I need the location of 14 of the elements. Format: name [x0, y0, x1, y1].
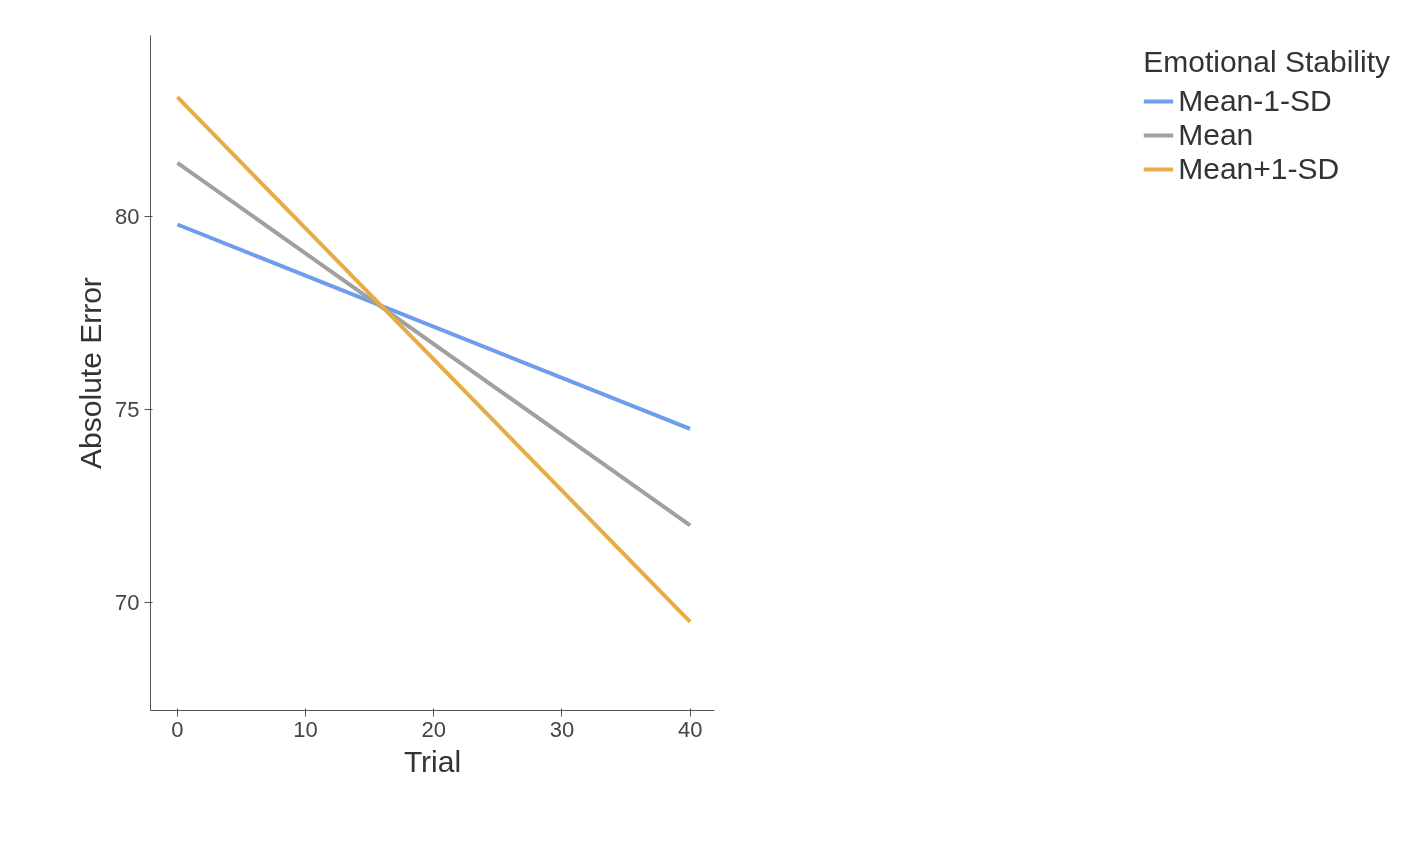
y-tick-label: 70 [115, 590, 140, 615]
legend-label: Mean-1-SD [1178, 84, 1332, 118]
x-tick-label: 0 [171, 716, 184, 742]
x-tick-label: 40 [677, 716, 703, 742]
x-tick-label: 20 [421, 716, 447, 742]
legend-title: Emotional Stability [1143, 45, 1390, 79]
legend-label: Mean [1178, 118, 1254, 152]
x-tick-label: 10 [293, 716, 318, 742]
y-tick-label: 80 [115, 204, 140, 230]
y-tick-label: 75 [115, 397, 140, 423]
legend-label: Mean+1-SD [1178, 152, 1340, 186]
x-tick-label: 30 [549, 716, 575, 742]
x-axis-title: Trial [403, 744, 462, 778]
y-axis-title: Absolute Error [74, 277, 108, 469]
